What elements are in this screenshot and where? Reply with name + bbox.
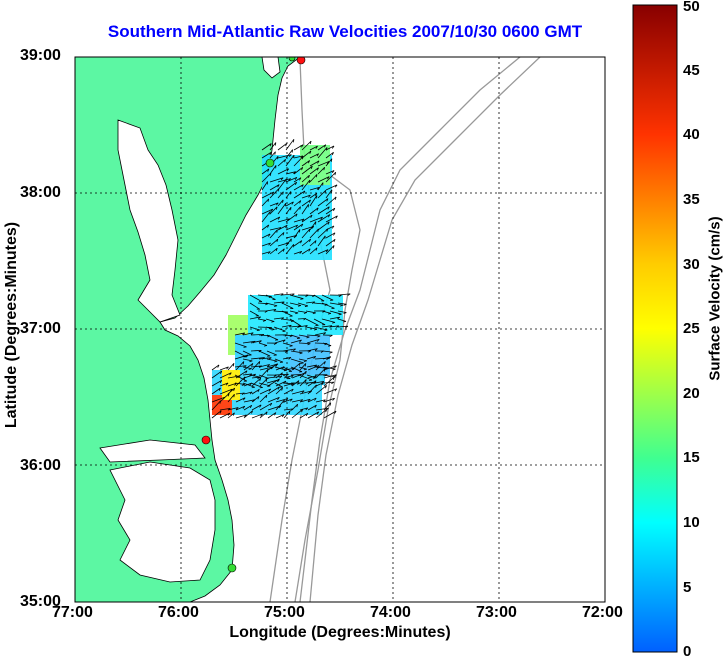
y-tick: 37:00	[20, 320, 61, 338]
velocity-arrow-head	[234, 394, 235, 397]
colorbar-tick: 45	[683, 62, 700, 79]
colorbar-tick: 35	[683, 191, 700, 208]
station-marker	[289, 55, 295, 61]
x-tick: 72:00	[582, 604, 623, 622]
velocity-arrow	[306, 295, 315, 296]
velocity-arrow	[258, 327, 272, 328]
y-tick: 36:00	[20, 457, 61, 475]
x-tick: 76:00	[158, 604, 199, 622]
velocity-arrow-head	[331, 159, 332, 162]
colorbar-tick: 30	[683, 256, 700, 273]
colorbar	[633, 5, 677, 652]
y-tick: 38:00	[20, 184, 61, 202]
station-marker	[266, 159, 274, 167]
colorbar-tick: 20	[683, 385, 700, 402]
y-tick: 39:00	[20, 47, 61, 65]
x-axis-label: Longitude (Degrees:Minutes)	[75, 624, 605, 642]
colorbar-tick: 40	[683, 126, 700, 143]
x-tick: 73:00	[476, 604, 517, 622]
velocity-arrow-head	[289, 411, 290, 414]
colorbar-tick: 5	[683, 579, 691, 596]
velocity-arrow-head	[309, 180, 310, 183]
colorbar-tick: 25	[683, 320, 700, 337]
colorbar-tick: 10	[683, 514, 700, 531]
colorbar-tick: 15	[683, 449, 700, 466]
velocity-arrow-head	[297, 338, 300, 339]
colorbar-tick: 50	[683, 0, 700, 15]
velocity-arrow-head	[278, 156, 279, 159]
station-marker	[202, 436, 210, 444]
colorbar-label: Surface Velocity (cm/s)	[707, 174, 724, 424]
x-tick: 74:00	[370, 604, 411, 622]
velocity-arrow-head	[244, 347, 247, 348]
x-tick: 75:00	[264, 604, 305, 622]
pamlico-sound	[110, 462, 215, 582]
colorbar-tick: 0	[683, 643, 691, 660]
y-axis-label: Latitude (Degrees:Minutes)	[3, 195, 21, 455]
velocity-arrow-head	[293, 244, 294, 247]
velocity-arrow-head	[328, 346, 331, 347]
velocity-arrow-head	[264, 346, 267, 347]
y-tick: 35:00	[20, 593, 61, 611]
station-marker	[228, 564, 236, 572]
velocity-arrow-head	[313, 378, 316, 379]
